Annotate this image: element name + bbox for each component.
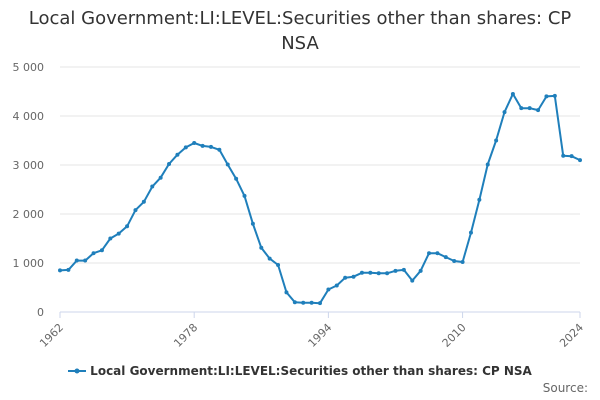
x-tick-label: 2024 [557,321,586,350]
data-point[interactable] [477,197,482,202]
series-layer[interactable] [58,91,582,306]
data-point[interactable] [116,231,121,236]
data-point[interactable] [225,162,230,167]
data-point[interactable] [309,300,314,305]
data-point[interactable] [66,267,71,272]
data-point[interactable] [276,262,281,267]
data-point[interactable] [435,251,440,256]
data-point[interactable] [485,162,490,167]
x-tick-label: 1994 [306,321,335,350]
data-point[interactable] [150,184,155,189]
data-point[interactable] [376,271,381,276]
data-point[interactable] [460,260,465,265]
source-label: Source: [542,381,588,395]
legend-swatch [68,368,87,374]
legend[interactable]: Local Government:LI:LEVEL:Securities oth… [0,364,600,378]
data-point[interactable] [58,268,62,273]
data-point[interactable] [427,251,432,256]
data-point[interactable] [267,256,272,261]
data-point[interactable] [284,290,289,295]
data-point[interactable] [569,154,574,159]
y-tick-label: 4 000 [13,110,45,123]
data-point[interactable] [301,300,306,305]
x-tick-label: 1978 [171,321,200,350]
data-point[interactable] [494,138,499,143]
y-tick-label: 3 000 [13,159,45,172]
x-axis: 1962 1978 1994 2010 2024 [37,312,586,350]
data-point[interactable] [208,144,213,149]
data-point[interactable] [158,175,163,180]
y-tick-label: 2 000 [13,208,45,221]
data-point[interactable] [519,106,524,111]
data-point[interactable] [351,274,356,279]
data-point[interactable] [83,258,88,263]
data-point[interactable] [91,251,96,256]
data-point[interactable] [133,208,138,213]
y-tick-label: 0 [37,306,44,319]
data-point[interactable] [410,278,415,283]
data-point[interactable] [200,143,205,148]
data-point[interactable] [141,199,146,204]
data-point[interactable] [99,248,104,253]
data-point[interactable] [334,283,339,288]
data-point[interactable] [326,287,331,292]
data-point[interactable] [242,193,247,198]
data-point[interactable] [234,176,239,181]
data-point[interactable] [359,270,364,275]
y-tick-label: 5 000 [13,61,45,74]
data-point[interactable] [217,147,222,152]
y-axis: 0 1 000 2 000 3 000 4 000 5 000 [13,61,45,319]
data-point[interactable] [502,110,507,115]
data-point[interactable] [401,267,406,272]
data-point[interactable] [167,162,172,167]
data-point[interactable] [385,271,390,276]
gridlines [60,66,580,313]
data-point[interactable] [343,275,348,280]
y-tick-label: 1 000 [13,257,45,270]
data-point[interactable] [192,140,197,145]
data-point[interactable] [175,152,180,157]
data-point[interactable] [108,236,113,241]
data-point[interactable] [318,301,322,306]
data-point[interactable] [443,255,448,260]
series-line[interactable] [59,92,581,305]
data-point[interactable] [578,158,582,163]
data-point[interactable] [552,93,557,98]
data-point[interactable] [452,259,457,264]
chart-title: Local Government:LI:LEVEL:Securities oth… [28,8,572,54]
data-point[interactable] [468,230,473,235]
data-point[interactable] [418,268,423,273]
x-tick-label: 1962 [37,321,66,350]
data-point[interactable] [183,145,188,150]
data-point[interactable] [250,221,255,226]
data-point[interactable] [368,270,373,275]
data-point[interactable] [74,258,79,263]
data-point[interactable] [527,106,532,111]
data-point[interactable] [393,268,398,273]
data-point[interactable] [544,94,549,99]
data-point[interactable] [510,91,515,96]
data-point[interactable] [125,224,130,229]
data-point[interactable] [259,245,264,250]
data-point[interactable] [561,153,566,158]
legend-label: Local Government:LI:LEVEL:Securities oth… [90,364,532,378]
x-tick-label: 2010 [440,321,469,350]
data-point[interactable] [292,300,297,305]
data-point[interactable] [536,108,541,113]
